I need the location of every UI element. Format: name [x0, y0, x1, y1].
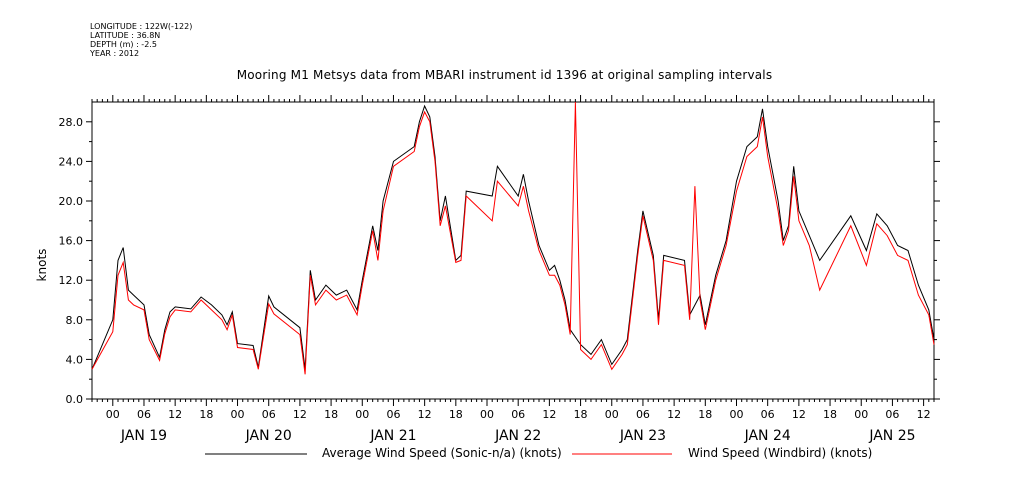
x-tick-label: 06 [386, 408, 400, 421]
series-line-average-wind-speed [91, 104, 935, 370]
x-tick-label: 00 [605, 408, 619, 421]
legend-label-average-wind-speed: Average Wind Speed (Sonic-n/a) (knots) [322, 446, 562, 460]
legend-label-windbird-wind-speed: Wind Speed (Windbird) (knots) [688, 446, 873, 460]
y-tick-label: 24.0 [59, 155, 84, 168]
longitude-text: LONGITUDE : 122W(-122) [90, 22, 193, 31]
y-tick-label: 8.0 [66, 314, 84, 327]
x-tick-label: 00 [355, 408, 369, 421]
x-tick-label: 12 [917, 408, 931, 421]
x-day-label: JAN 21 [369, 428, 416, 444]
series-layer [91, 101, 935, 375]
year-text: YEAR : 2012 [90, 49, 140, 58]
x-tick-label: 12 [542, 408, 556, 421]
x-tick-label: 06 [885, 408, 899, 421]
x-tick-label: 12 [792, 408, 806, 421]
plot-frame [91, 101, 935, 400]
x-tick-label: 18 [698, 408, 712, 421]
y-tick-label: 20.0 [59, 195, 84, 208]
y-tick-label: 0.0 [66, 393, 84, 406]
x-tick-label: 18 [823, 408, 837, 421]
series-line-windbird-wind-speed [91, 101, 935, 375]
x-tick-label: 18 [449, 408, 463, 421]
x-tick-label: 12 [168, 408, 182, 421]
y-axis-ticks: 0.0 4.0 8.0 12.0 16.0 20.0 24.0 28.0 [59, 116, 940, 406]
x-tick-label: 18 [199, 408, 213, 421]
x-tick-label: 00 [106, 408, 120, 421]
chart-title: Mooring M1 Metsys data from MBARI instru… [236, 68, 773, 82]
x-day-label: JAN 23 [619, 428, 666, 444]
x-tick-label: 00 [480, 408, 494, 421]
y-tick-label: 28.0 [59, 116, 84, 129]
x-tick-label: 06 [761, 408, 775, 421]
x-tick-label: 12 [293, 408, 307, 421]
x-day-label: JAN 25 [868, 428, 915, 444]
x-tick-label: 12 [667, 408, 681, 421]
x-tick-label: 00 [231, 408, 245, 421]
x-day-label: JAN 20 [245, 428, 292, 444]
x-tick-label: 00 [854, 408, 868, 421]
y-tick-label: 16.0 [59, 235, 84, 248]
y-tick-label: 4.0 [66, 353, 84, 366]
x-day-label: JAN 24 [744, 428, 791, 444]
y-tick-label: 12.0 [59, 274, 84, 287]
x-tick-label: 18 [324, 408, 338, 421]
x-day-label: JAN 19 [120, 428, 167, 444]
x-tick-label: 06 [137, 408, 151, 421]
x-tick-label: 06 [636, 408, 650, 421]
x-tick-label: 06 [262, 408, 276, 421]
x-tick-label: 06 [511, 408, 525, 421]
x-tick-label: 00 [729, 408, 743, 421]
x-tick-label: 12 [418, 408, 432, 421]
latitude-text: LATITUDE : 36.8N [90, 31, 161, 40]
x-day-label: JAN 22 [494, 428, 541, 444]
depth-text: DEPTH (m) : -2.5 [90, 40, 157, 49]
x-axis-ticks: 00 06 12 18 00 06 12 18 00 06 12 18 00 06 12 18 00 06 12 18… [91, 95, 935, 444]
x-tick-label: 18 [574, 408, 588, 421]
